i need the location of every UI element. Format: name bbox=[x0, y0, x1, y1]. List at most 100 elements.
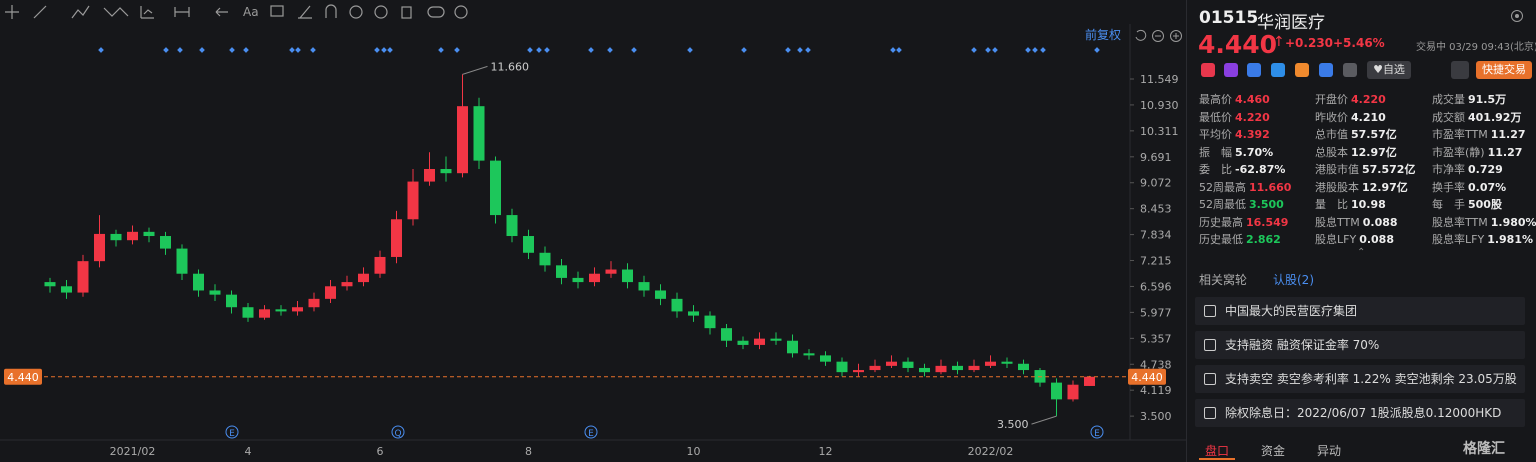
pen-tool[interactable] bbox=[298, 5, 312, 19]
event-dot bbox=[1025, 47, 1031, 53]
tab[interactable]: 盘口 bbox=[1205, 444, 1230, 458]
text-tool[interactable]: Aa bbox=[243, 5, 259, 19]
stat-cell: 市盈率TTM 11.27 bbox=[1432, 126, 1526, 142]
candle-body bbox=[292, 307, 303, 312]
candle-body bbox=[374, 256, 386, 274]
line-tool[interactable] bbox=[33, 5, 47, 19]
tab[interactable]: 异动 bbox=[1317, 444, 1342, 458]
event-dot bbox=[536, 47, 542, 53]
candle-body bbox=[787, 340, 798, 354]
warrants-link[interactable]: 认股(2) bbox=[1273, 273, 1314, 287]
candle-body bbox=[622, 269, 633, 283]
trend-tool[interactable] bbox=[71, 5, 90, 19]
annotation-leader bbox=[462, 65, 488, 75]
zoom-out[interactable] bbox=[1152, 30, 1164, 42]
candle-body bbox=[1084, 376, 1095, 386]
candle-body bbox=[721, 328, 732, 341]
icon[interactable] bbox=[1224, 63, 1238, 77]
candle-body bbox=[919, 367, 930, 373]
stat-label: 最高价 bbox=[1199, 93, 1232, 106]
y-tick-label: 4.119 bbox=[1140, 384, 1172, 397]
event-dot bbox=[890, 47, 896, 53]
magnet-tool[interactable] bbox=[325, 4, 337, 18]
fib-tool[interactable] bbox=[140, 6, 154, 19]
hide-tool[interactable] bbox=[374, 5, 388, 19]
quote-panel: 01515 华润医疗 4.440 ↑ +0.230 +5.46% 交易中 03/… bbox=[1186, 0, 1536, 462]
candle-body bbox=[440, 169, 452, 174]
stat-value: 16.549 bbox=[1246, 215, 1289, 229]
note-text: 除权除息日：2022/06/07 1股派股息0.12000HKD bbox=[1225, 406, 1502, 420]
note-icon bbox=[1204, 305, 1216, 317]
x-tick-label: 2022/02 bbox=[968, 445, 1014, 458]
settings-icon[interactable] bbox=[1509, 8, 1525, 24]
candle-body bbox=[176, 248, 188, 274]
note-text: 中国最大的民营医疗集团 bbox=[1225, 304, 1358, 318]
event-marker-label: E bbox=[229, 429, 235, 439]
stat-cell: 总市值 57.57亿 bbox=[1315, 126, 1397, 142]
price-change-pct: +5.46% bbox=[1333, 36, 1385, 50]
event-dot bbox=[805, 47, 811, 53]
stat-cell: 成交量 91.5万 bbox=[1432, 91, 1506, 107]
icon[interactable] bbox=[1343, 63, 1357, 77]
event-dot bbox=[438, 47, 444, 53]
settings-tool[interactable] bbox=[454, 5, 468, 19]
x-tick-label: 2021/02 bbox=[110, 445, 156, 458]
stat-value: 4.460 bbox=[1235, 93, 1270, 106]
up-arrow: ↑ bbox=[1273, 34, 1285, 50]
candle-body bbox=[737, 340, 749, 345]
event-dot bbox=[229, 47, 235, 53]
event-marker bbox=[225, 425, 239, 439]
candle-body bbox=[242, 307, 254, 318]
event-dot bbox=[741, 47, 747, 53]
icon[interactable] bbox=[1201, 63, 1215, 77]
candle-body bbox=[110, 233, 122, 241]
pattern-tool[interactable] bbox=[103, 7, 129, 17]
y-tick-label: 3.500 bbox=[1140, 410, 1172, 423]
icon[interactable] bbox=[1247, 63, 1261, 77]
move-tool[interactable] bbox=[5, 5, 19, 19]
alert-button[interactable] bbox=[1451, 61, 1469, 79]
event-dot bbox=[985, 47, 991, 53]
annotation-label: 3.500 bbox=[997, 418, 1029, 431]
icon[interactable] bbox=[1271, 63, 1285, 77]
stat-value: 91.5万 bbox=[1468, 93, 1507, 106]
note-row[interactable]: 中国最大的民营医疗集团 bbox=[1195, 297, 1525, 325]
event-marker-label: E bbox=[588, 429, 594, 439]
adjust-label[interactable]: 前复权 bbox=[1085, 27, 1121, 42]
candle-body bbox=[1001, 361, 1013, 364]
price-tag bbox=[4, 368, 42, 385]
stat-value: 0.088 bbox=[1359, 233, 1394, 246]
delete-tool[interactable] bbox=[401, 6, 412, 19]
stat-value: 12.97亿 bbox=[1362, 180, 1408, 194]
price-tag bbox=[1128, 368, 1166, 385]
tab[interactable]: 资金 bbox=[1261, 444, 1286, 458]
candle-body bbox=[407, 181, 419, 220]
y-tick-label: 4.738 bbox=[1140, 358, 1172, 371]
undo-tool[interactable] bbox=[215, 7, 228, 17]
icon[interactable] bbox=[1295, 63, 1309, 77]
measure-tool[interactable] bbox=[174, 7, 190, 17]
chart: Aa 前复权 3.500 4.119 4.738 5.357 5.977 6.596 7.2… bbox=[0, 4, 1186, 458]
note-row[interactable]: 支持融资 融资保证金率 70% bbox=[1195, 331, 1525, 359]
stat-label: 历史最高 bbox=[1199, 215, 1243, 229]
stat-value: 3.500 bbox=[1249, 198, 1284, 211]
quick-trade-button[interactable]: 快捷交易 bbox=[1476, 61, 1532, 79]
reset-button[interactable] bbox=[1135, 29, 1147, 41]
y-tick-label: 5.977 bbox=[1140, 306, 1172, 319]
note-tool[interactable] bbox=[270, 5, 284, 17]
candle-body bbox=[754, 338, 765, 345]
stat-label: 成交量 bbox=[1432, 93, 1465, 106]
zoom-in[interactable] bbox=[1170, 30, 1182, 42]
stat-label: 总市值 bbox=[1315, 128, 1348, 141]
note-row[interactable]: 支持卖空 卖空参考利率 1.22% 卖空池剩余 23.05万股 bbox=[1195, 365, 1525, 393]
note-row[interactable]: 除权除息日：2022/06/07 1股派股息0.12000HKD bbox=[1195, 399, 1525, 427]
eye-tool[interactable] bbox=[349, 5, 363, 19]
icon[interactable] bbox=[1319, 63, 1333, 77]
candle-body bbox=[935, 365, 947, 373]
event-dot bbox=[177, 47, 183, 53]
candle-body bbox=[523, 236, 534, 253]
expand-arrow[interactable]: ⌃ bbox=[1357, 247, 1366, 258]
link-tool[interactable] bbox=[427, 6, 445, 18]
watch-button[interactable]: ♥自选 bbox=[1367, 61, 1411, 79]
